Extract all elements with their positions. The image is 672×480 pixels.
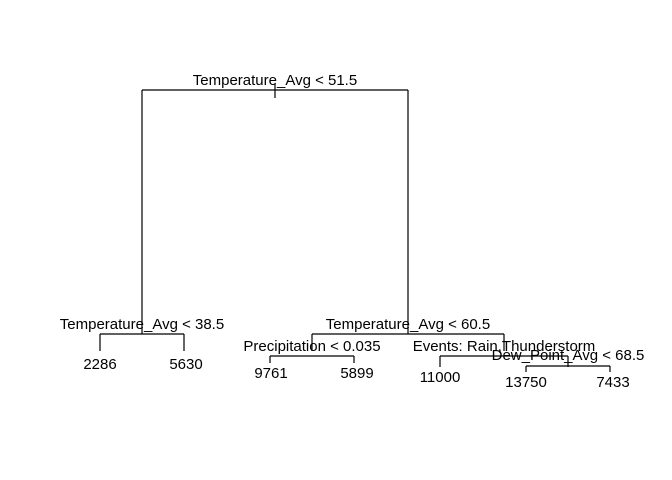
leaf-5899: 5899: [340, 365, 373, 382]
precip-split-label: Precipitation < 0.035: [243, 338, 380, 355]
root-node: Temperature_Avg < 51.5: [141, 72, 409, 334]
root-split-label: Temperature_Avg < 51.5: [193, 72, 357, 89]
dew-node: Dew_Point_Avg < 68.5 13750 7433: [492, 347, 645, 391]
precip-node: Precipitation < 0.035 9761 5899: [243, 338, 380, 382]
events-split-label: Events: Rain,Thunderstorm: [413, 338, 596, 355]
leaf-5630: 5630: [169, 356, 202, 373]
right-split-label: Temperature_Avg < 60.5: [326, 316, 490, 333]
leaf-9761: 9761: [254, 365, 287, 382]
dew-split-label: Dew_Point_Avg < 68.5: [492, 347, 645, 364]
left-node: Temperature_Avg < 38.5 2286 5630: [60, 316, 224, 373]
leaf-7433: 7433: [596, 374, 629, 391]
left-split-label: Temperature_Avg < 38.5: [60, 316, 224, 333]
events-node: Events: Rain,Thunderstorm 11000: [413, 338, 596, 386]
leaf-13750: 13750: [505, 374, 547, 391]
right-node: Temperature_Avg < 60.5: [311, 316, 505, 351]
leaf-11000: 11000: [420, 369, 461, 386]
leaf-2286: 2286: [83, 356, 116, 373]
